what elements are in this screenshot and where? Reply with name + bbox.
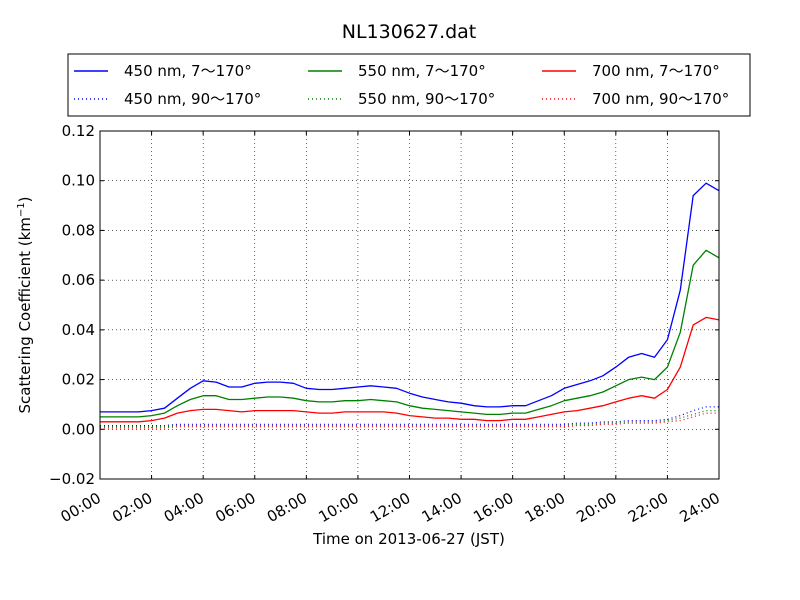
y-tick-label: 0.06: [62, 271, 95, 289]
x-tick-label: 18:00: [522, 489, 568, 526]
series-line-0: [100, 182, 720, 413]
y-axis-label-sup: −1: [16, 202, 27, 217]
y-axis-label-end: ): [16, 196, 34, 202]
y-tick-label: 0.10: [62, 172, 95, 190]
x-axis-label: Time on 2013-06-27 (JST): [312, 530, 505, 548]
x-tick-label: 12:00: [367, 489, 413, 526]
x-tick-label: 00:00: [58, 489, 104, 526]
x-tick-label: 24:00: [677, 489, 723, 526]
y-axis-label-main: Scattering Coefficient (km: [16, 217, 34, 413]
legend: 450 nm, 7～170° 450 nm, 90～170° 550 nm, 7～1…: [67, 53, 751, 117]
y-tick-label: 0.00: [62, 420, 95, 438]
plot-frame: [100, 131, 719, 479]
x-tick-label: 08:00: [264, 489, 310, 526]
y-tick-label: 0.04: [62, 321, 95, 339]
plot-area: −0.020.000.020.040.060.080.100.12 00:00 0…: [49, 122, 723, 526]
y-axis-ticks: −0.02 0.00 0.02 0.04 0.06 0.08 0.10 0.12: [49, 122, 719, 488]
x-tick-label: 22:00: [625, 489, 671, 526]
x-tick-label: 16:00: [470, 489, 516, 526]
y-axis-label: Scattering Coefficient (km−1): [16, 196, 34, 413]
x-tick-label: 02:00: [109, 489, 155, 526]
y-tick-label: −0.02: [49, 470, 95, 488]
legend-label-2: 550 nm, 7～170°: [358, 62, 486, 80]
series-lines: [100, 182, 720, 429]
legend-label-0: 450 nm, 7～170°: [124, 62, 252, 80]
y-tick-label: 0.02: [62, 371, 95, 389]
x-tick-label: 20:00: [573, 489, 619, 526]
x-tick-label: 10:00: [315, 489, 361, 526]
legend-label-5: 700 nm, 90～170°: [592, 90, 729, 108]
x-tick-label: 14:00: [419, 489, 465, 526]
legend-label-3: 550 nm, 90～170°: [358, 90, 495, 108]
legend-label-4: 700 nm, 7～170°: [592, 62, 720, 80]
x-tick-label: 06:00: [212, 489, 258, 526]
series-line-2: [100, 249, 720, 418]
x-tick-label: 04:00: [161, 489, 207, 526]
y-tick-label: 0.12: [62, 122, 95, 140]
chart-title: NL130627.dat: [342, 21, 477, 43]
series-line-4: [100, 316, 720, 423]
legend-box: [67, 53, 751, 117]
y-tick-label: 0.08: [62, 221, 95, 239]
legend-label-1: 450 nm, 90～170°: [124, 90, 261, 108]
